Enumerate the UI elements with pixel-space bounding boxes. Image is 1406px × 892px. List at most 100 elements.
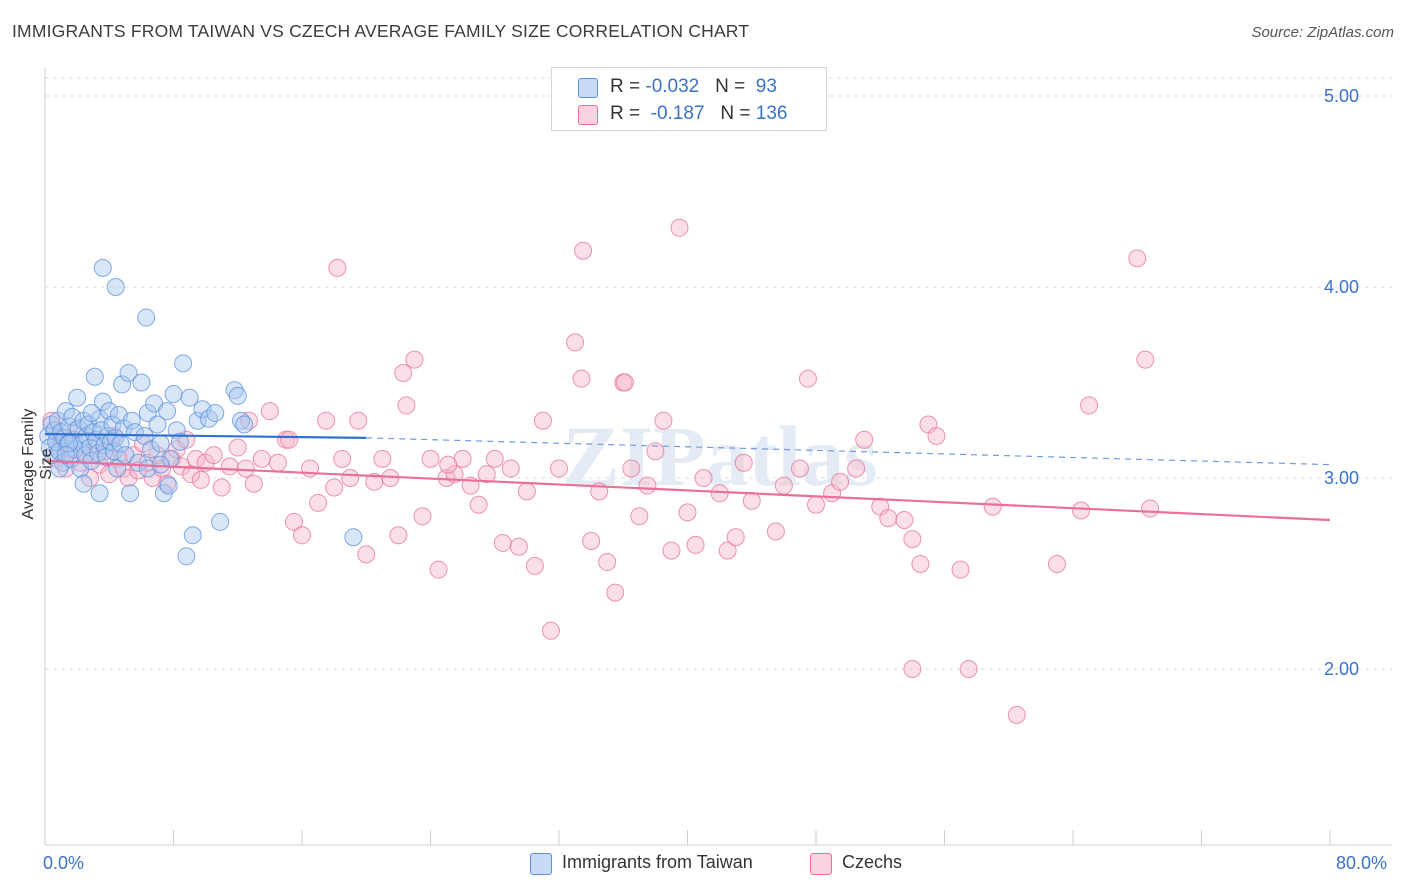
data-point	[572, 369, 591, 388]
data-point	[1047, 554, 1066, 573]
data-point	[328, 258, 347, 277]
data-point	[493, 533, 512, 552]
data-point	[129, 453, 148, 472]
data-point	[105, 442, 124, 461]
data-point	[1080, 396, 1099, 415]
data-point	[357, 545, 376, 564]
data-point	[228, 438, 247, 457]
data-point	[879, 509, 898, 528]
taiwan-points	[39, 258, 363, 566]
legend-text-czech: R = -0.187 N = 136	[610, 103, 788, 124]
data-point	[615, 373, 634, 392]
data-point	[228, 386, 247, 405]
data-point	[151, 455, 170, 474]
data-point	[174, 354, 193, 373]
data-point	[807, 495, 825, 514]
data-point	[654, 411, 673, 430]
data-point	[903, 660, 922, 678]
data-point	[252, 449, 271, 468]
x-min-label: 0.0%	[43, 853, 85, 873]
legend-swatch-czech	[578, 105, 598, 125]
x-max-label: 80.0%	[1336, 853, 1388, 873]
legend-swatch-czech	[810, 853, 832, 875]
data-point	[132, 373, 151, 392]
data-point	[74, 474, 93, 493]
data-point	[100, 402, 119, 421]
data-point	[344, 528, 363, 547]
data-point	[790, 459, 809, 478]
data-point	[268, 453, 287, 472]
trend-lines	[44, 432, 1331, 522]
data-point	[142, 440, 161, 459]
chart-title: IMMIGRANTS FROM TAIWAN VS CZECH AVERAGE …	[12, 21, 750, 41]
data-point	[566, 333, 585, 352]
data-point	[280, 430, 299, 449]
czechs-points	[42, 218, 1160, 724]
data-point	[317, 411, 336, 430]
data-point	[429, 560, 448, 579]
data-point	[1128, 249, 1147, 268]
data-point	[333, 449, 352, 468]
data-point	[284, 512, 303, 531]
data-point	[911, 554, 930, 573]
data-point	[68, 388, 87, 407]
trend-line-taiwan	[44, 432, 367, 439]
data-point	[325, 478, 344, 497]
data-point	[541, 621, 560, 640]
y-axis-title: Average Family Size	[20, 408, 55, 520]
y-tick-label: 5.00	[1324, 86, 1360, 106]
data-point	[137, 308, 156, 327]
data-point	[670, 218, 689, 237]
data-point	[501, 459, 520, 478]
data-point	[630, 507, 649, 526]
data-point	[927, 426, 946, 445]
data-point	[148, 415, 167, 434]
data-point	[509, 537, 528, 556]
data-point	[119, 363, 138, 382]
data-point	[798, 369, 817, 388]
data-point	[106, 278, 125, 296]
data-point	[550, 459, 568, 478]
legend-swatch-taiwan	[530, 853, 552, 875]
data-point	[895, 511, 914, 530]
data-point	[122, 411, 141, 430]
y-tick-label: 3.00	[1324, 468, 1360, 488]
data-point	[125, 423, 144, 442]
data-point	[159, 476, 178, 495]
source-label: Source: ZipAtlas.com	[1251, 24, 1394, 41]
data-point	[686, 535, 705, 554]
data-point	[646, 442, 665, 461]
data-point	[439, 455, 458, 474]
data-point	[373, 449, 392, 468]
legend-label-czech: Czechs	[842, 852, 903, 872]
data-point	[469, 495, 488, 514]
data-point	[847, 459, 866, 478]
data-point	[158, 402, 177, 421]
data-point	[309, 493, 328, 512]
legend-text-taiwan: R = -0.032 N = 93	[610, 76, 777, 97]
data-point	[742, 491, 761, 510]
data-point	[678, 503, 697, 522]
data-point	[485, 449, 504, 468]
grid-lines	[45, 77, 1392, 670]
data-point	[191, 470, 210, 489]
data-point	[405, 350, 424, 369]
data-point	[574, 241, 593, 260]
data-point	[766, 522, 785, 541]
trend-line-czech	[44, 459, 1331, 522]
y-tick-label: 4.00	[1324, 277, 1360, 297]
data-point	[710, 484, 729, 503]
data-point	[260, 402, 279, 421]
data-point	[93, 258, 112, 277]
data-point	[389, 526, 408, 545]
data-point	[413, 507, 432, 526]
data-point	[138, 404, 157, 423]
data-point	[582, 532, 601, 551]
data-point	[734, 453, 753, 472]
data-point	[151, 434, 170, 453]
data-point	[220, 457, 239, 476]
data-point	[188, 411, 207, 430]
data-point	[606, 583, 625, 602]
data-point	[718, 541, 737, 560]
